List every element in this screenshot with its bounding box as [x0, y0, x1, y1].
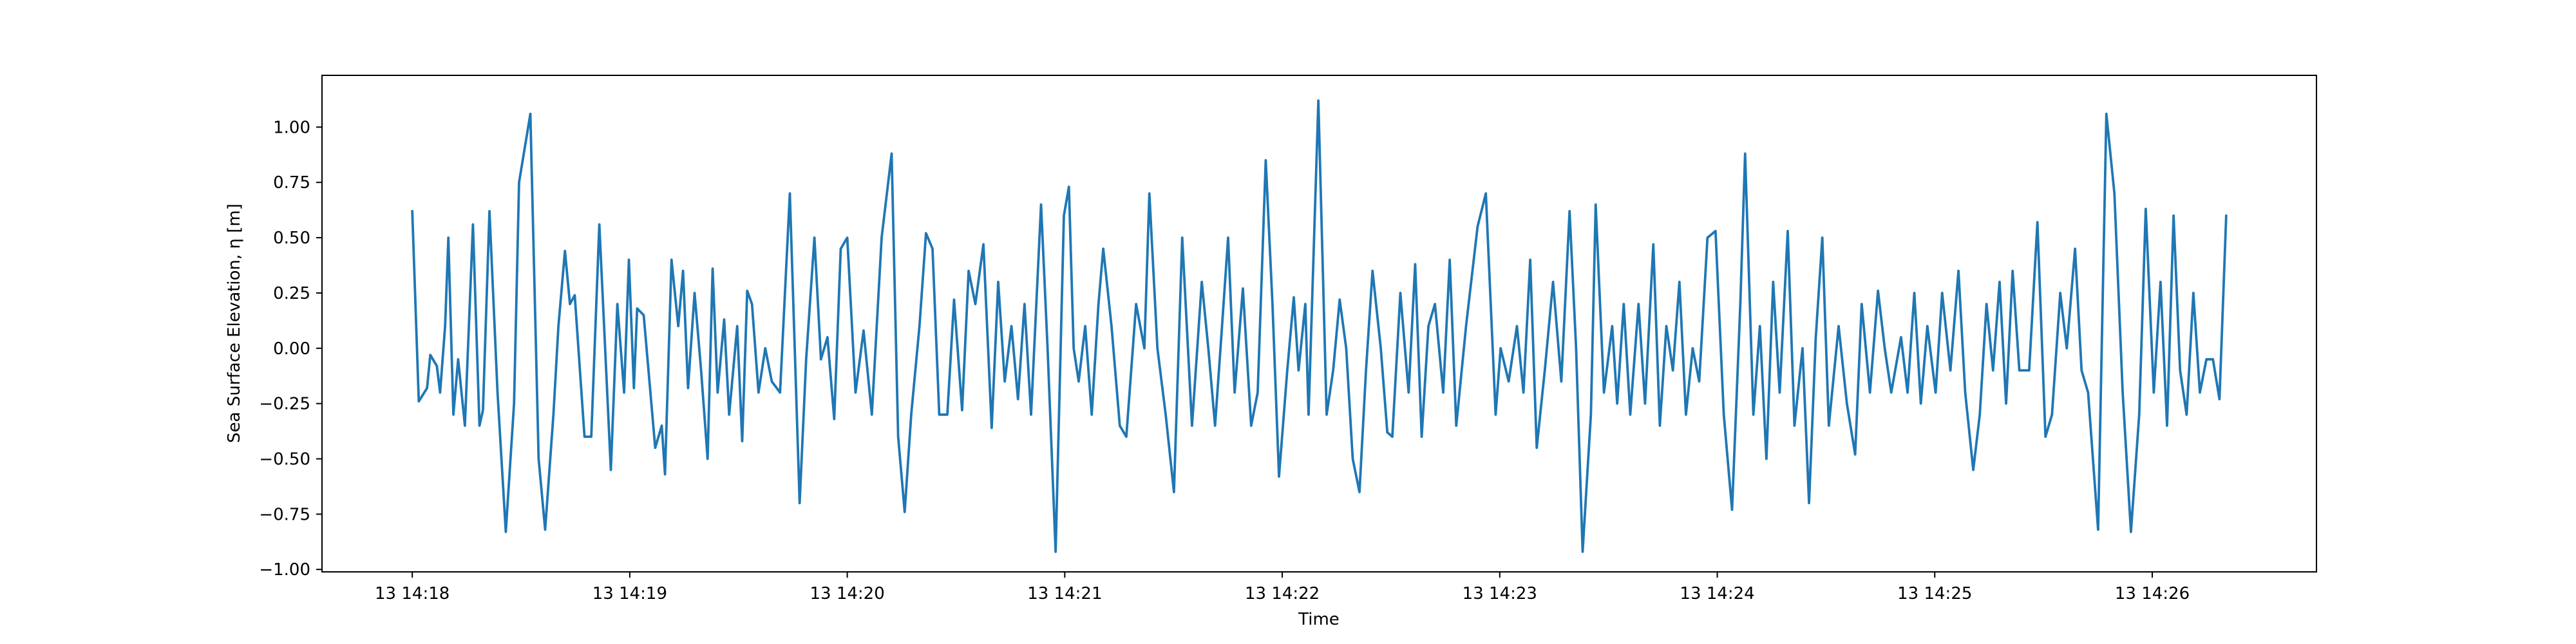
x-tick-label: 13 14:24 [1680, 584, 1754, 603]
x-tick-label: 13 14:23 [1463, 584, 1537, 603]
y-tick-label: 0.25 [273, 284, 310, 303]
y-tick-label: −0.50 [259, 450, 310, 469]
x-tick-label: 13 14:25 [1897, 584, 1972, 603]
x-tick-label: 13 14:21 [1027, 584, 1102, 603]
y-tick-label: 0.75 [273, 173, 310, 193]
plot-frame [321, 75, 2317, 573]
y-tick-label: −0.75 [259, 505, 310, 524]
x-tick-label: 13 14:19 [592, 584, 667, 603]
x-tick-label: 13 14:22 [1245, 584, 1320, 603]
x-tick-label: 13 14:20 [810, 584, 884, 603]
y-tick-label: −0.25 [259, 395, 310, 414]
x-axis-label: Time [1298, 610, 1340, 629]
x-tick-label: 13 14:26 [2115, 584, 2190, 603]
data-line [411, 99, 2228, 553]
x-tick-label: 13 14:18 [375, 584, 450, 603]
y-tick-label: 0.00 [273, 339, 310, 359]
y-axis-label: Sea Surface Elevation, η [m] [225, 204, 244, 443]
y-tick-label: 1.00 [273, 118, 310, 137]
y-tick-label: 0.50 [273, 229, 310, 248]
y-tick-label: −1.00 [259, 560, 310, 580]
